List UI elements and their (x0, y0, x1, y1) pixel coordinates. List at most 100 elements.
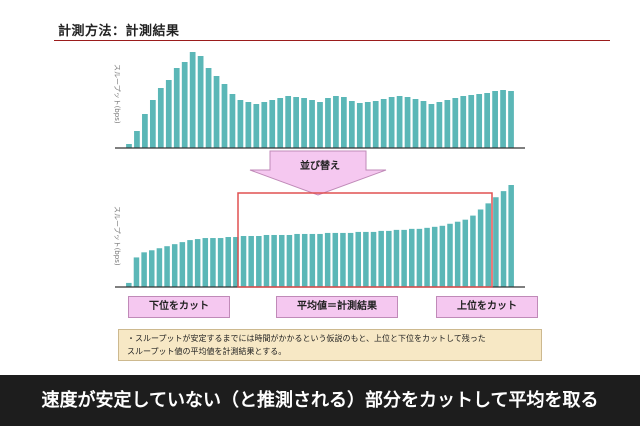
bar (444, 100, 451, 148)
bar (454, 221, 461, 287)
bar (404, 97, 411, 148)
bar (439, 225, 446, 287)
bar (256, 236, 262, 287)
average-range-box (237, 192, 493, 288)
bar (333, 96, 339, 148)
bar (356, 103, 363, 148)
bar (179, 242, 186, 287)
bar (245, 102, 252, 148)
bar (324, 232, 331, 287)
bar (279, 234, 285, 287)
bar (500, 90, 506, 148)
bar (485, 203, 491, 287)
bar (286, 234, 293, 287)
callout-cut-upper: 上位をカット (436, 296, 538, 318)
note-line: ・スループットが安定するまでには時間がかかるという仮説のもと、上位と下位をカット… (127, 334, 486, 343)
sort-arrow-label: 並び替え (300, 161, 340, 172)
bar (416, 228, 423, 287)
callout-average: 平均値＝計測結果 (276, 296, 398, 318)
bar (424, 227, 430, 287)
bar (447, 223, 453, 287)
bar (386, 230, 392, 287)
bar (412, 99, 419, 148)
bar (428, 104, 435, 148)
bar (355, 231, 361, 287)
bar (317, 233, 323, 287)
bar (173, 68, 180, 148)
bar (476, 94, 483, 148)
bar (269, 100, 276, 148)
bar (388, 97, 395, 148)
bar (213, 76, 220, 148)
bar (181, 62, 188, 148)
bar (233, 237, 239, 287)
bar (248, 236, 254, 287)
bar (263, 234, 270, 287)
bar (126, 144, 132, 148)
bar (380, 99, 387, 148)
bar (253, 104, 260, 148)
bar (189, 52, 196, 148)
bar (157, 88, 164, 148)
bar (341, 97, 347, 148)
bar (484, 93, 491, 148)
bar (317, 102, 323, 148)
bar (325, 98, 331, 148)
bar (347, 232, 354, 287)
slide-title: 計測方法：計測結果 (58, 24, 180, 39)
bar (508, 91, 514, 148)
bar (309, 233, 316, 287)
title-rule (54, 40, 610, 41)
bar (149, 100, 156, 148)
bar (372, 101, 379, 148)
chart-sorted (115, 185, 525, 288)
bar (460, 96, 467, 148)
bar (477, 209, 484, 287)
bar (202, 238, 209, 287)
note-box: ・スループットが安定するまでには時間がかかるという仮説のもと、上位と下位をカット… (118, 329, 542, 361)
bar (370, 231, 377, 287)
bar (237, 100, 244, 148)
bar (156, 248, 163, 287)
bar (217, 238, 224, 287)
bar (309, 100, 315, 148)
bottom-banner: 速度が安定していない（と推測される）部分をカットして平均を取る (0, 375, 640, 426)
bar (401, 229, 407, 287)
bar (126, 282, 132, 287)
bar (420, 101, 427, 148)
bar (301, 233, 308, 287)
bar (271, 234, 277, 287)
bar (229, 94, 236, 148)
chart-original (115, 52, 525, 149)
bar (508, 185, 514, 287)
note-line: スループット値の平均値を計測結果とする。 (127, 347, 287, 356)
bar (378, 230, 384, 287)
bar (436, 102, 443, 148)
bar (221, 84, 228, 148)
bar (285, 96, 292, 148)
bar (493, 197, 499, 287)
bar (340, 232, 346, 287)
bar (141, 252, 147, 287)
bar (468, 95, 475, 148)
bar (462, 219, 469, 287)
callout-cut-lower: 下位をカット (128, 296, 230, 318)
bar (348, 101, 355, 148)
bar (197, 56, 204, 148)
bar (225, 237, 231, 287)
bar (187, 240, 193, 287)
bar (301, 98, 307, 148)
bar (210, 238, 216, 287)
bar (294, 233, 300, 287)
bar (492, 91, 498, 148)
bar (194, 239, 201, 287)
bar (332, 232, 339, 287)
sort-arrow (249, 150, 387, 196)
bar (171, 244, 178, 287)
bar (363, 231, 369, 287)
bar (164, 246, 170, 287)
bar (142, 114, 148, 148)
bar (409, 228, 415, 287)
bar (240, 236, 247, 287)
